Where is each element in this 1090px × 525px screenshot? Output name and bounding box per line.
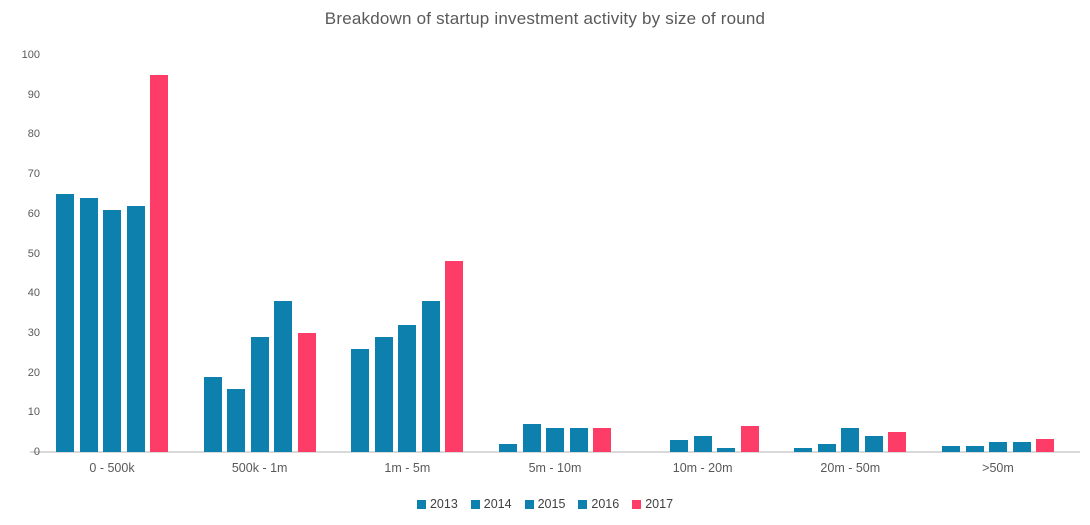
bar-2014 <box>79 197 98 452</box>
y-axis-tick-label: 100 <box>21 49 40 61</box>
bar-2014 <box>817 444 836 452</box>
bar-2016 <box>274 301 293 452</box>
bar-2014 <box>227 388 246 452</box>
bar-2017 <box>445 261 464 452</box>
bar-2015 <box>398 325 417 452</box>
y-axis-tick-label: 60 <box>27 207 40 220</box>
bar-2013 <box>203 376 222 452</box>
legend: 2013 2014 2015 2016 2017 <box>0 497 1090 511</box>
legend-item-2016: 2016 <box>578 497 619 511</box>
legend-item-2017: 2017 <box>632 497 673 511</box>
bar-2016 <box>717 448 736 452</box>
legend-label: 2014 <box>483 497 512 511</box>
y-axis-tick-label: 0 <box>33 446 40 458</box>
legend-swatch-icon <box>470 499 480 509</box>
bar-2015 <box>841 428 860 452</box>
bar-2015 <box>989 442 1007 452</box>
bar-2013 <box>56 193 74 452</box>
bar-2016 <box>569 428 588 452</box>
x-axis-category-label: 5m - 10m <box>528 461 582 475</box>
legend-swatch-icon <box>416 499 426 509</box>
bar-2015 <box>103 209 121 452</box>
legend-item-2013: 2013 <box>416 497 458 511</box>
bar-2013 <box>351 348 370 452</box>
x-axis-category-label: 500k - 1m <box>231 461 288 475</box>
x-axis-category-label: 10m - 20m <box>672 461 733 475</box>
bar-2017 <box>593 428 611 452</box>
legend-label: 2015 <box>537 497 566 511</box>
x-axis-category-label: 0 - 500k <box>89 461 135 475</box>
x-axis-category-label: 20m - 50m <box>820 461 881 475</box>
bar-2017 <box>888 432 907 452</box>
y-axis-tick-label: 40 <box>27 287 40 300</box>
bar-2017 <box>740 426 759 452</box>
y-axis-tick-label: 80 <box>27 128 40 141</box>
y-axis-tick-label: 30 <box>27 326 40 339</box>
bar-2017 <box>297 332 316 452</box>
bar-2016 <box>1012 442 1031 452</box>
bar-2017 <box>1036 438 1054 452</box>
y-axis-tick-label: 10 <box>27 406 40 419</box>
bar-2014 <box>965 446 984 452</box>
bar-2013 <box>794 448 813 452</box>
legend-label: 2016 <box>591 497 620 511</box>
x-axis-category-label: >50m <box>982 461 1014 475</box>
bar-2015 <box>546 428 564 452</box>
y-axis-tick-label: 90 <box>27 88 40 101</box>
bar-2016 <box>421 301 440 452</box>
bar-2014 <box>374 336 393 452</box>
y-axis-tick-label: 20 <box>27 366 40 379</box>
bar-2015 <box>250 336 269 452</box>
bar-2016 <box>126 205 145 452</box>
y-axis-tick-label: 70 <box>27 168 40 181</box>
legend-swatch-icon <box>632 499 642 509</box>
chart-title: Breakdown of startup investment activity… <box>324 9 766 28</box>
bar-2014 <box>670 440 689 452</box>
legend-item-2015: 2015 <box>524 497 566 511</box>
x-axis-category-label: 1m - 5m <box>384 461 431 475</box>
bar-2016 <box>864 436 883 452</box>
bar-2014 <box>522 424 541 452</box>
legend-swatch-icon <box>578 499 588 509</box>
legend-swatch-icon <box>524 499 534 509</box>
bar-2013 <box>942 446 960 452</box>
x-axis-line <box>30 451 1080 453</box>
bar-2015 <box>693 436 712 452</box>
legend-label: 2013 <box>429 497 458 511</box>
y-axis-tick-label: 50 <box>27 247 40 260</box>
bar-2013 <box>499 444 517 452</box>
legend-label: 2017 <box>645 497 674 511</box>
legend-item-2014: 2014 <box>470 497 512 511</box>
bar-2017 <box>150 74 168 452</box>
